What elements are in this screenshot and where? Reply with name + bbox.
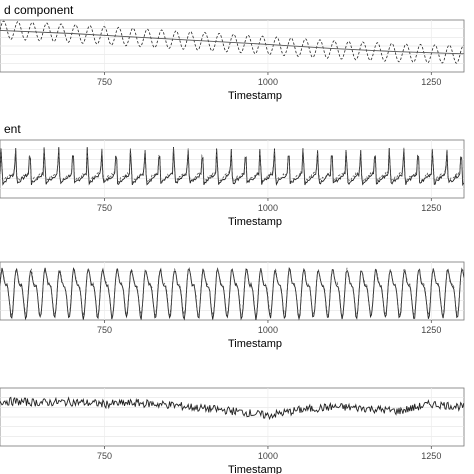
series-line-1: [0, 20, 464, 64]
panel-1: d component 750 1000 1250 Timestamp: [0, 3, 465, 102]
series-line-2: [0, 147, 464, 185]
panel-title: d component: [4, 3, 74, 17]
panel-2: ent 750 1000 1250 Timestamp: [0, 122, 465, 228]
series-line-1: [0, 396, 465, 421]
x-axis-label: Timestamp: [228, 338, 282, 350]
x-tick-label: 1250: [421, 325, 441, 335]
panel-4: 750 1000 1250 Timestamp: [0, 387, 465, 474]
x-axis-label: Timestamp: [228, 464, 282, 474]
x-tick-label: 1000: [258, 203, 278, 213]
x-tick-label: 1250: [421, 203, 441, 213]
panel-title: ent: [4, 122, 21, 136]
x-tick-label: 1250: [421, 77, 441, 87]
x-tick-label: 750: [97, 203, 112, 213]
x-tick-label: 1250: [421, 451, 441, 461]
x-tick-label: 750: [97, 325, 112, 335]
series-line-2: [0, 266, 465, 318]
x-tick-label: 750: [97, 451, 112, 461]
x-axis-label: Timestamp: [228, 90, 282, 102]
x-tick-label: 1000: [258, 325, 278, 335]
x-tick-label: 750: [97, 77, 112, 87]
x-tick-label: 1000: [258, 77, 278, 87]
series-line-2: [0, 29, 465, 55]
panel-3: 750 1000 1250 Timestamp: [0, 261, 465, 350]
x-axis-label: Timestamp: [228, 216, 282, 228]
x-tick-label: 1000: [258, 451, 278, 461]
